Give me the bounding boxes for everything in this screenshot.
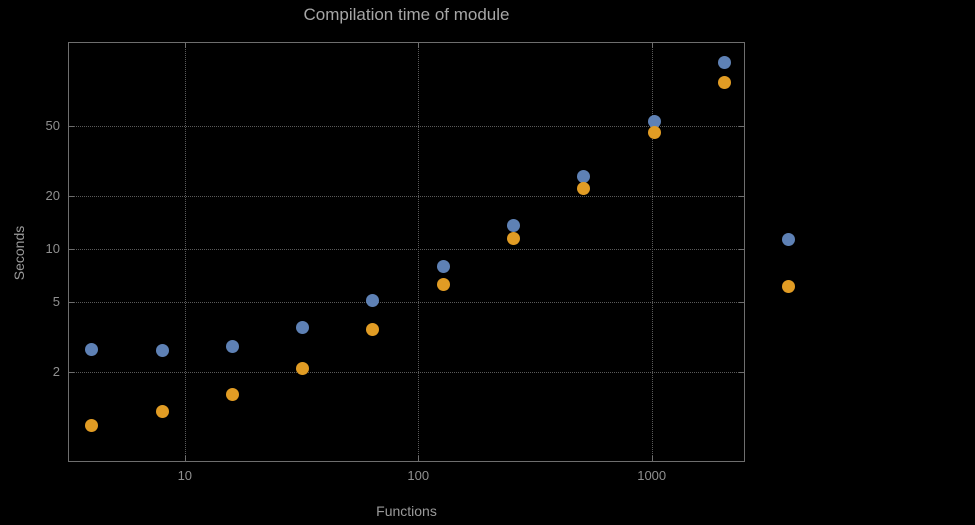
y-tick-label: 10: [45, 241, 60, 257]
data-point-series-1: [507, 218, 521, 232]
grid-line-y: [68, 126, 745, 128]
data-point-series-1: [717, 55, 731, 69]
data-point-series-2: [507, 232, 521, 246]
y-tick-mark: [739, 196, 745, 198]
y-tick-mark: [739, 249, 745, 251]
data-point-series-2: [647, 125, 661, 139]
x-tick-label: 1000: [637, 468, 667, 483]
grid-line-x: [184, 42, 186, 462]
grid-line-y: [68, 249, 745, 251]
data-point-series-2: [225, 387, 239, 401]
y-tick-label: 5: [52, 294, 60, 310]
data-point-series-1: [647, 115, 661, 129]
data-point-series-1: [155, 344, 169, 358]
x-tick-mark: [184, 42, 186, 48]
x-tick-label: 100: [407, 468, 430, 483]
x-tick-mark: [418, 42, 420, 48]
grid-line-y: [68, 302, 745, 304]
y-tick-label: 50: [45, 118, 60, 134]
x-tick-label: 10: [177, 468, 193, 483]
data-point-series-2: [85, 418, 99, 432]
x-tick-mark: [184, 456, 186, 462]
legend-marker-series-1: [782, 233, 795, 246]
grid-line-x: [651, 42, 653, 462]
data-point-series-1: [296, 320, 310, 334]
data-point-series-2: [577, 182, 591, 196]
y-tick-mark: [68, 302, 74, 304]
x-tick-mark: [651, 456, 653, 462]
grid-line-y: [68, 372, 745, 374]
y-tick-mark: [68, 372, 74, 374]
data-point-series-2: [366, 323, 380, 337]
chart-title: Compilation time of module: [303, 5, 510, 24]
data-point-series-1: [577, 169, 591, 183]
y-tick-mark: [739, 302, 745, 304]
y-tick-mark: [68, 126, 74, 128]
legend-marker-series-2: [782, 280, 795, 293]
y-axis-label: Seconds: [11, 225, 27, 281]
data-point-series-2: [717, 76, 731, 90]
grid-line-x: [418, 42, 420, 462]
grid-line-y: [68, 196, 745, 198]
data-point-series-2: [155, 404, 169, 418]
x-tick-mark: [418, 456, 420, 462]
data-point-series-1: [366, 294, 380, 308]
data-point-series-2: [296, 362, 310, 376]
data-point-series-1: [436, 259, 450, 273]
x-tick-mark: [651, 42, 653, 48]
data-point-series-1: [85, 342, 99, 356]
y-tick-mark: [68, 249, 74, 251]
plot-frame: [68, 42, 745, 462]
y-tick-mark: [739, 126, 745, 128]
y-tick-mark: [68, 196, 74, 198]
x-axis-label: Functions: [376, 503, 437, 519]
data-point-series-2: [436, 278, 450, 292]
y-tick-mark: [739, 372, 745, 374]
y-tick-label: 20: [45, 188, 60, 204]
data-point-series-1: [225, 340, 239, 354]
y-tick-label: 2: [52, 364, 60, 380]
